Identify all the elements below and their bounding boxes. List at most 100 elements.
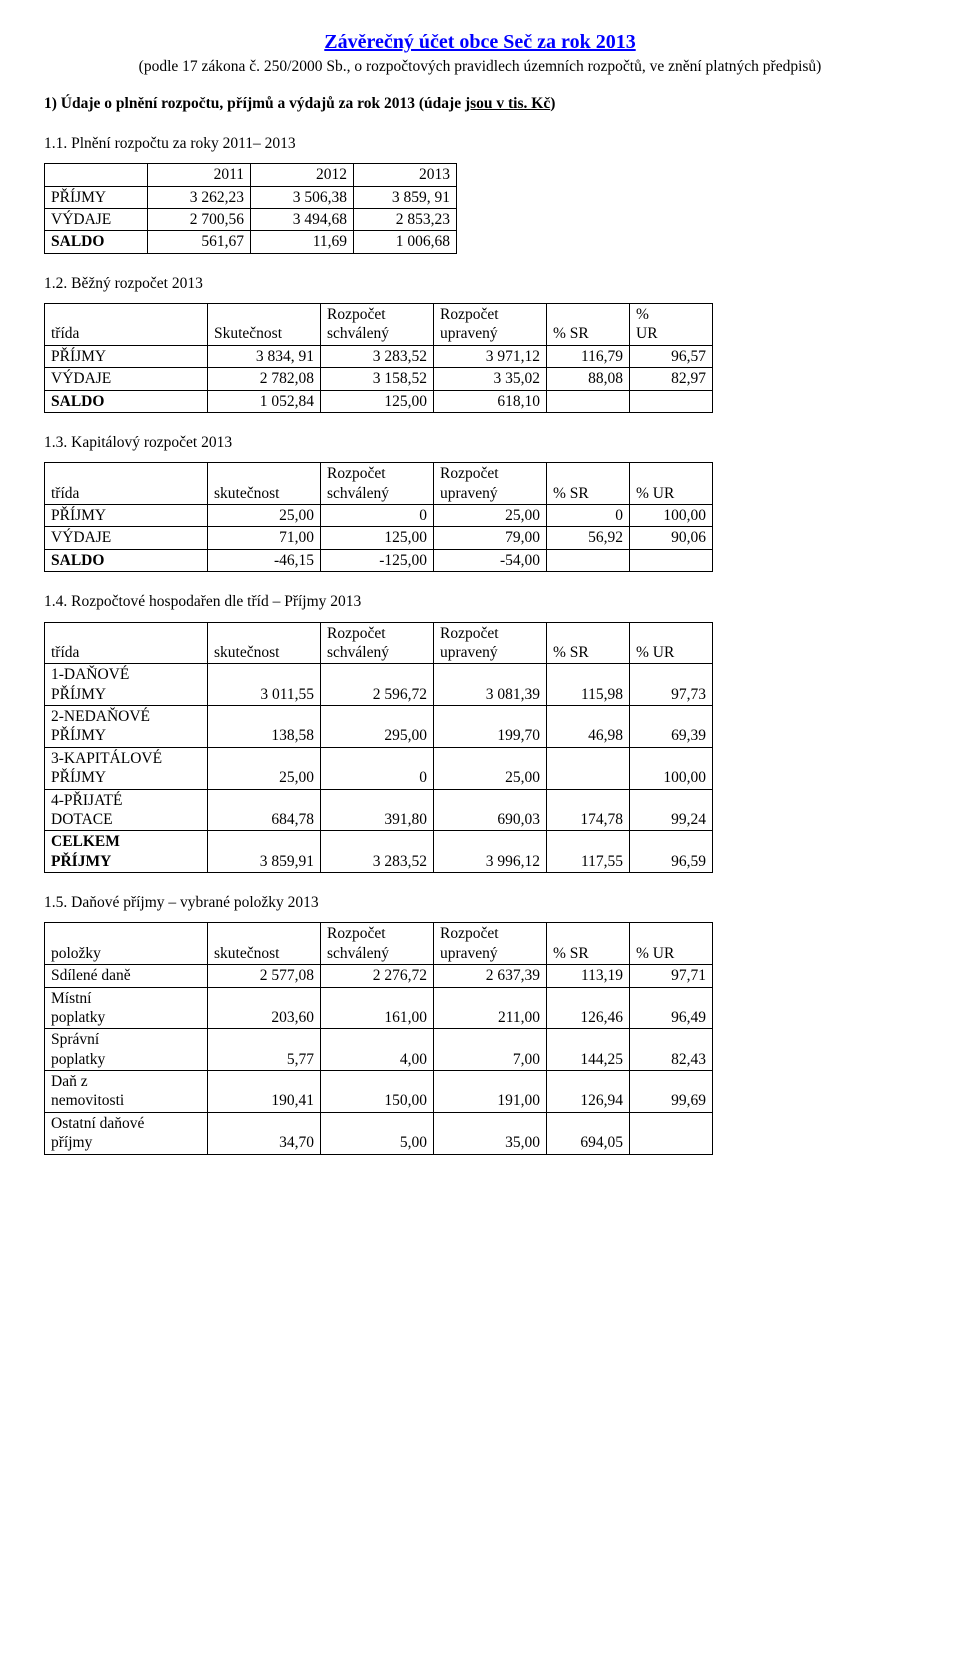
table-cell: 2 853,23 — [354, 208, 457, 230]
table-15: položkyskutečnostRozpočetschválenýRozpoč… — [44, 922, 713, 1154]
table-cell: 113,19 — [547, 965, 630, 987]
table-cell: 100,00 — [630, 747, 713, 789]
table-cell: 3 262,23 — [148, 186, 251, 208]
table-cell: 117,55 — [547, 831, 630, 873]
table-row-label: SALDO — [45, 549, 208, 571]
table-cell: 3 971,12 — [434, 345, 547, 367]
table-cell: -125,00 — [321, 549, 434, 571]
table-cell: 3 35,02 — [434, 368, 547, 390]
table-cell: 199,70 — [434, 706, 547, 748]
table-cell: 125,00 — [321, 527, 434, 549]
table-header: třída — [45, 463, 208, 505]
table-cell: 115,98 — [547, 664, 630, 706]
table-row-label: CELKEMPŘÍJMY — [45, 831, 208, 873]
table-cell: 3 859,91 — [208, 831, 321, 873]
table-row-label: VÝDAJE — [45, 368, 208, 390]
table-cell: 684,78 — [208, 789, 321, 831]
table-cell: 7,00 — [434, 1029, 547, 1071]
table-11: 201120122013PŘÍJMY3 262,233 506,383 859,… — [44, 163, 457, 254]
heading-11: 1.1. Plnění rozpočtu za roky 2011– 2013 — [44, 134, 916, 153]
table-cell: 0 — [321, 505, 434, 527]
table-cell: 2 577,08 — [208, 965, 321, 987]
table-row-label: PŘÍJMY — [45, 505, 208, 527]
table-cell: 99,24 — [630, 789, 713, 831]
table-cell — [630, 390, 713, 412]
table-row-label: 3-KAPITÁLOVÉPŘÍJMY — [45, 747, 208, 789]
table-cell: 2 700,56 — [148, 208, 251, 230]
table-cell: 100,00 — [630, 505, 713, 527]
table-header: % UR — [630, 622, 713, 664]
table-header: % SR — [547, 622, 630, 664]
table-12: třídaSkutečnostRozpočetschválenýRozpočet… — [44, 303, 713, 413]
table-cell: 46,98 — [547, 706, 630, 748]
table-cell: 295,00 — [321, 706, 434, 748]
table-header: %UR — [630, 304, 713, 346]
table-row-label: VÝDAJE — [45, 208, 148, 230]
table-cell: 35,00 — [434, 1112, 547, 1154]
table-cell: 3 283,52 — [321, 831, 434, 873]
table-header: Rozpočetschválený — [321, 622, 434, 664]
table-cell: 2 596,72 — [321, 664, 434, 706]
table-header: Rozpočetupravený — [434, 622, 547, 664]
section-1-heading: 1) Údaje o plnění rozpočtu, příjmů a výd… — [44, 94, 916, 113]
table-cell: 3 283,52 — [321, 345, 434, 367]
table-header: % SR — [547, 923, 630, 965]
table-header — [45, 164, 148, 186]
table-cell: 25,00 — [434, 747, 547, 789]
heading-14: 1.4. Rozpočtové hospodařen dle tříd – Př… — [44, 592, 916, 611]
table-cell: 34,70 — [208, 1112, 321, 1154]
table-row-label: SALDO — [45, 231, 148, 253]
table-cell: 150,00 — [321, 1071, 434, 1113]
table-cell: 561,67 — [148, 231, 251, 253]
table-row-label: PŘÍJMY — [45, 186, 148, 208]
table-header: 2011 — [148, 164, 251, 186]
table-header: 2012 — [251, 164, 354, 186]
table-cell — [547, 747, 630, 789]
table-row-label: Správnípoplatky — [45, 1029, 208, 1071]
table-row-label: 4-PŘIJATÉDOTACE — [45, 789, 208, 831]
table-14: třídaskutečnostRozpočetschválenýRozpočet… — [44, 622, 713, 874]
table-cell: 2 637,39 — [434, 965, 547, 987]
heading-15: 1.5. Daňové příjmy – vybrané položky 201… — [44, 893, 916, 912]
table-header: Rozpočetupravený — [434, 923, 547, 965]
table-cell: -46,15 — [208, 549, 321, 571]
table-cell: 11,69 — [251, 231, 354, 253]
table-row-label: VÝDAJE — [45, 527, 208, 549]
table-cell: 0 — [321, 747, 434, 789]
table-cell: 97,73 — [630, 664, 713, 706]
heading-13: 1.3. Kapitálový rozpočet 2013 — [44, 433, 916, 452]
table-cell: 618,10 — [434, 390, 547, 412]
table-row-label: PŘÍJMY — [45, 345, 208, 367]
table-header: % SR — [547, 304, 630, 346]
table-cell: 99,69 — [630, 1071, 713, 1113]
table-header: skutečnost — [208, 923, 321, 965]
table-header: položky — [45, 923, 208, 965]
table-cell: 1 006,68 — [354, 231, 457, 253]
table-row-label: 1-DAŇOVÉPŘÍJMY — [45, 664, 208, 706]
table-cell: 82,97 — [630, 368, 713, 390]
table-cell: 79,00 — [434, 527, 547, 549]
table-cell: 2 276,72 — [321, 965, 434, 987]
table-header: % UR — [630, 923, 713, 965]
table-13: třídaskutečnostRozpočetschválenýRozpočet… — [44, 462, 713, 572]
table-cell: 1 052,84 — [208, 390, 321, 412]
table-header: Rozpočetschválený — [321, 463, 434, 505]
table-row-label: SALDO — [45, 390, 208, 412]
table-cell — [547, 390, 630, 412]
table-cell: 3 158,52 — [321, 368, 434, 390]
table-cell — [547, 549, 630, 571]
table-cell: 191,00 — [434, 1071, 547, 1113]
table-cell: 97,71 — [630, 965, 713, 987]
page-title: Závěrečný účet obce Seč za rok 2013 — [44, 30, 916, 55]
table-cell: 69,39 — [630, 706, 713, 748]
table-cell: -54,00 — [434, 549, 547, 571]
table-cell: 3 859, 91 — [354, 186, 457, 208]
table-row-label: Sdílené daně — [45, 965, 208, 987]
table-cell: 211,00 — [434, 987, 547, 1029]
table-cell — [630, 1112, 713, 1154]
table-header: Rozpočetschválený — [321, 923, 434, 965]
table-cell: 3 506,38 — [251, 186, 354, 208]
table-header: Rozpočetschválený — [321, 304, 434, 346]
table-header: skutečnost — [208, 463, 321, 505]
table-cell: 138,58 — [208, 706, 321, 748]
